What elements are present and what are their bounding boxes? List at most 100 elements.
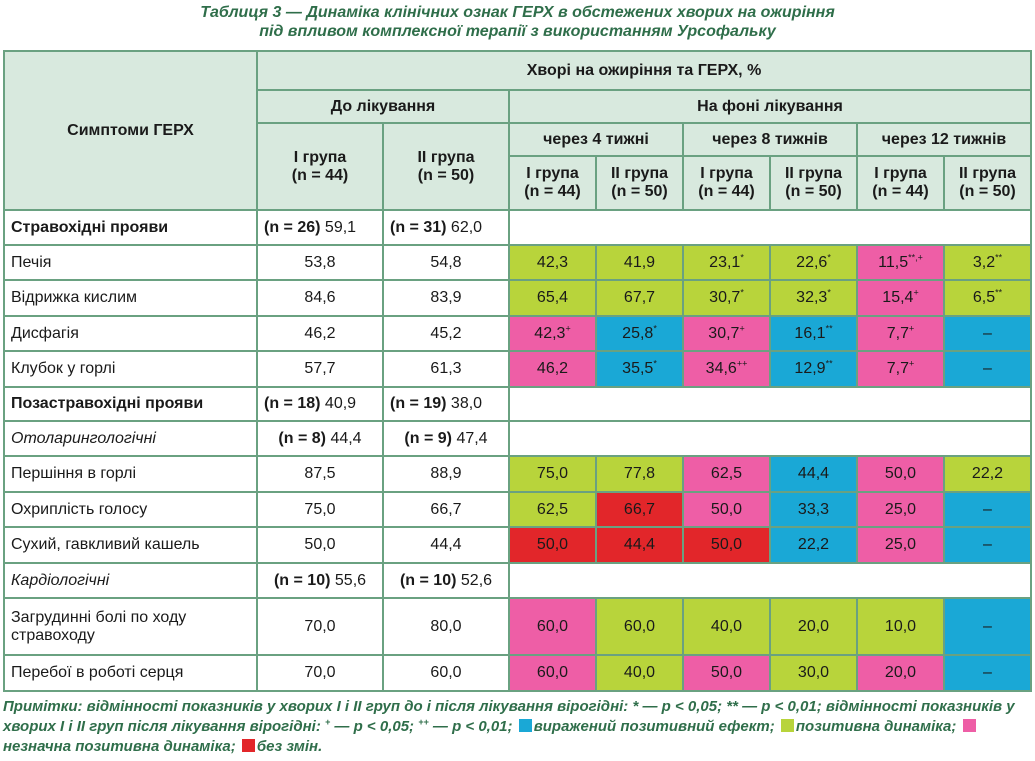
value-cell: – (943, 597, 1032, 656)
symptom-cell: Перебої в роботі серця (3, 654, 258, 692)
value-cell: 25,0 (856, 526, 945, 564)
before-cell: (n = 10) 52,6 (382, 562, 510, 599)
value-cell: 23,1* (682, 244, 771, 281)
header-w4-g1: I група (n = 44) (508, 155, 597, 211)
header-w12-g1: I група (n = 44) (856, 155, 945, 211)
table-row: Стравохідні прояви (n = 26) 59,1 (n = 31… (3, 209, 1032, 246)
value-cell: 22,6* (769, 244, 858, 281)
before-cell: (n = 26) 59,1 (256, 209, 384, 246)
value-cell: 16,1** (769, 315, 858, 352)
value-cell: 50,0 (508, 526, 597, 564)
value-cell: 60,0 (595, 597, 684, 656)
symptom-cell: Охриплість голосу (3, 491, 258, 528)
table-row: Першіння в горлі 87,5 88,9 75,0 77,8 62,… (3, 455, 1032, 493)
before-cell: 57,7 (256, 350, 384, 388)
before-cell: (n = 18) 40,9 (256, 386, 384, 422)
before-cell: (n = 31) 62,0 (382, 209, 510, 246)
before-cell: 84,6 (256, 279, 384, 317)
before-cell: 75,0 (256, 491, 384, 528)
table-row: Дисфагія 46,2 45,2 42,3+ 25,8* 30,7+ 16,… (3, 315, 1032, 352)
symptom-cell: Стравохідні прояви (3, 209, 258, 246)
header-w12-g2: II група (n = 50) (943, 155, 1032, 211)
value-cell: 35,5* (595, 350, 684, 388)
table-row: Отоларингологічні (n = 8) 44,4 (n = 9) 4… (3, 420, 1032, 457)
before-cell: 50,0 (256, 526, 384, 564)
table-row: Загрудинні болі по ходу стравоходу 70,0 8… (3, 597, 1032, 656)
notes-part2: відмінності показників у хворих I і II г… (3, 698, 1015, 735)
table-notes: Примітки: відмінності показників у хвори… (3, 698, 1015, 755)
table-title-line2: під впливом комплексної терапії з викори… (259, 23, 776, 40)
before-cell: 80,0 (382, 597, 510, 656)
value-cell: 60,0 (508, 597, 597, 656)
value-cell: 40,0 (682, 597, 771, 656)
before-cell: 45,2 (382, 315, 510, 352)
before-cell: 44,4 (382, 526, 510, 564)
symptom-cell: Отоларингологічні (3, 420, 258, 457)
value-cell: 40,0 (595, 654, 684, 692)
value-cell: 42,3 (508, 244, 597, 281)
before-cell: 88,9 (382, 455, 510, 493)
header-before-group1: I група (n = 44) (256, 122, 384, 211)
value-cell: 66,7 (595, 491, 684, 528)
value-cell: 30,7* (682, 279, 771, 317)
header-week4: через 4 тижні (508, 122, 684, 157)
legend-swatch-pink (962, 719, 976, 732)
before-cell: 70,0 (256, 597, 384, 656)
before-cell: (n = 9) 47,4 (382, 420, 510, 457)
header-before-group2: II група (n = 50) (382, 122, 510, 211)
before-cell: 70,0 (256, 654, 384, 692)
value-cell: 50,0 (682, 491, 771, 528)
value-cell: 6,5** (943, 279, 1032, 317)
value-cell: 15,4+ (856, 279, 945, 317)
value-cell: 62,5 (508, 491, 597, 528)
symptom-cell: Першіння в горлі (3, 455, 258, 493)
symptom-cell: Позастравохідні прояви (3, 386, 258, 422)
table-row: Позастравохідні прояви (n = 18) 40,9 (n … (3, 386, 1032, 422)
empty-cell (508, 420, 1032, 457)
value-cell: 22,2 (769, 526, 858, 564)
table-row: Кардіологічні (n = 10) 55,6 (n = 10) 52,… (3, 562, 1032, 599)
value-cell: 10,0 (856, 597, 945, 656)
header-week12: через 12 тижнів (856, 122, 1032, 157)
empty-cell (508, 386, 1032, 422)
table-row: Клубок у горлі 57,7 61,3 46,2 35,5* 34,6… (3, 350, 1032, 388)
before-cell: 60,0 (382, 654, 510, 692)
before-cell: 61,3 (382, 350, 510, 388)
ger-symptoms-table: Симптоми ГЕРХ Хворі на ожиріння та ГЕРХ,… (3, 50, 1032, 692)
table-row: Печія 53,8 54,8 42,3 41,9 23,1* 22,6* 11… (3, 244, 1032, 281)
before-cell: (n = 10) 55,6 (256, 562, 384, 599)
value-cell: 33,3 (769, 491, 858, 528)
table-row: Перебої в роботі серця 70,0 60,0 60,0 40… (3, 654, 1032, 692)
legend-pronounced: виражений (533, 718, 617, 735)
symptom-cell: Кардіологічні (3, 562, 258, 599)
value-cell: 25,0 (856, 491, 945, 528)
table-title-line1: Таблиця 3 — Динаміка клінічних ознак ГЕР… (200, 4, 835, 21)
value-cell: 46,2 (508, 350, 597, 388)
value-cell: – (943, 526, 1032, 564)
value-cell: 50,0 (682, 654, 771, 692)
value-cell: 44,4 (595, 526, 684, 564)
legend-positive: позитивна динаміка; (795, 718, 957, 735)
table-row: Відрижка кислим 84,6 83,9 65,4 67,7 30,7… (3, 279, 1032, 317)
table-row: Сухий, гавкливий кашель 50,0 44,4 50,0 4… (3, 526, 1032, 564)
legend-swatch-green (780, 719, 794, 732)
header-symptoms: Симптоми ГЕРХ (3, 50, 258, 211)
value-cell: 60,0 (508, 654, 597, 692)
empty-cell (508, 209, 1032, 246)
value-cell: – (943, 491, 1032, 528)
value-cell: 30,0 (769, 654, 858, 692)
before-cell: (n = 19) 38,0 (382, 386, 510, 422)
empty-cell (508, 562, 1032, 599)
value-cell: 75,0 (508, 455, 597, 493)
before-cell: 87,5 (256, 455, 384, 493)
value-cell: 34,6++ (682, 350, 771, 388)
legend-swatch-blue (518, 719, 532, 732)
symptom-cell: Дисфагія (3, 315, 258, 352)
legend-slight: незначна позитивна динаміка; (3, 738, 236, 755)
before-cell: 66,7 (382, 491, 510, 528)
header-during: На фоні лікування (508, 89, 1032, 124)
before-cell: (n = 8) 44,4 (256, 420, 384, 457)
table-row: Охриплість голосу 75,0 66,7 62,5 66,7 50… (3, 491, 1032, 528)
legend-swatch-red (241, 739, 255, 752)
notes-part1: Примітки: відмінності показників у хвори… (3, 698, 822, 715)
